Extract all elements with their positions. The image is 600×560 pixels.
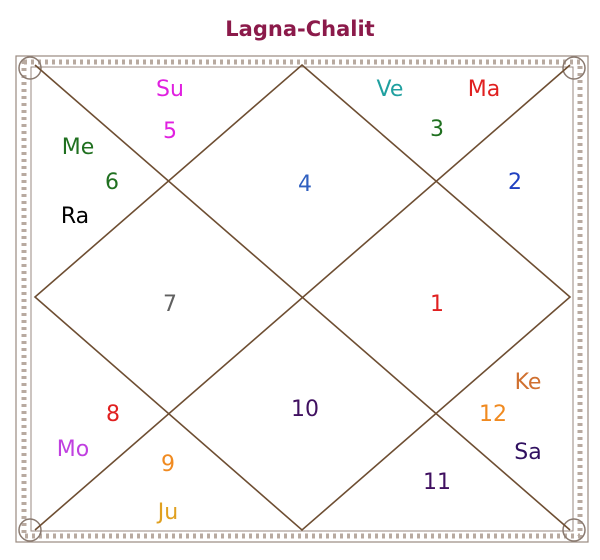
house-number: 1 <box>430 292 444 317</box>
ornate-frame <box>16 56 588 542</box>
kundli-chart: Lagna-Chalit 1 2 3 4 5 6 7 8 9 10 11 12 … <box>0 0 600 560</box>
planet: Ra <box>61 204 89 229</box>
house-number: 12 <box>479 402 507 427</box>
chart-title: Lagna-Chalit <box>225 17 374 41</box>
planet: Me <box>62 135 95 160</box>
house-number: 9 <box>161 452 175 477</box>
house-number: 5 <box>163 119 177 144</box>
planet: Mo <box>57 437 89 462</box>
house-number: 8 <box>106 402 120 427</box>
house-number: 6 <box>105 170 119 195</box>
planet: Ma <box>468 77 500 102</box>
house-number: 3 <box>430 117 444 142</box>
planet: Ke <box>515 370 542 395</box>
house-number: 7 <box>163 292 177 317</box>
planet: Sa <box>514 440 541 465</box>
house-number: 2 <box>508 170 522 195</box>
planet: Su <box>156 77 184 102</box>
planet: Ju <box>156 500 178 525</box>
planet: Ve <box>377 77 404 102</box>
house-number: 10 <box>291 397 319 422</box>
house-number: 4 <box>298 172 312 197</box>
house-number: 11 <box>423 470 451 495</box>
chart-lines <box>35 65 570 530</box>
